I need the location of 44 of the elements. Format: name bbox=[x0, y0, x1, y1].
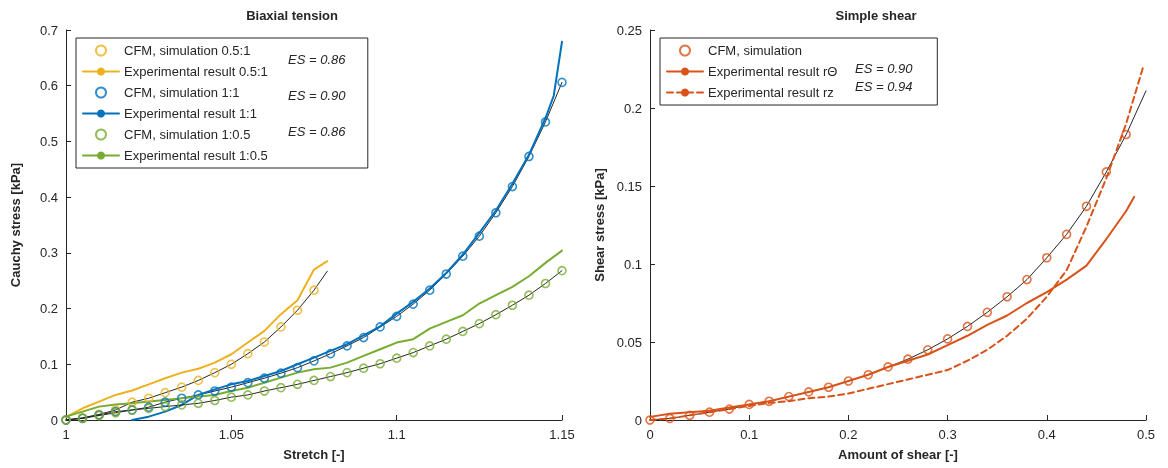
annotation: ES = 0.86 bbox=[288, 124, 347, 139]
y-tick-label: 0.25 bbox=[616, 22, 642, 38]
legend-label: Experimental result rΘ bbox=[708, 64, 838, 79]
legend-label: Experimental result 1:0.5 bbox=[124, 148, 268, 163]
annotation: ES = 0.90 bbox=[855, 61, 914, 76]
legend-label: CFM, simulation 1:0.5 bbox=[124, 127, 251, 142]
x-axis-title: Amount of shear [-] bbox=[838, 447, 958, 462]
y-tick-label: 0.2 bbox=[39, 301, 58, 317]
annotation: ES = 0.86 bbox=[288, 52, 347, 67]
x-tick-label: 0.2 bbox=[839, 427, 858, 442]
y-tick-label: 0.4 bbox=[39, 189, 58, 205]
x-tick-label: 0.3 bbox=[938, 427, 957, 442]
annotation: ES = 0.90 bbox=[288, 88, 347, 103]
y-tick-label: 0.1 bbox=[623, 256, 642, 272]
y-tick-label: 0.05 bbox=[616, 334, 642, 350]
legend-label: Experimental result 1:1 bbox=[124, 106, 257, 121]
x-tick-label: 0.4 bbox=[1037, 427, 1056, 442]
annotation: ES = 0.94 bbox=[855, 79, 913, 94]
y-axis-title: Shear stress [kPa] bbox=[591, 168, 607, 282]
legend-label: CFM, simulation bbox=[708, 43, 802, 58]
legend-label: CFM, simulation 0.5:1 bbox=[124, 43, 251, 58]
x-tick-label: 0 bbox=[646, 427, 654, 442]
y-tick-label: 0.3 bbox=[39, 245, 58, 261]
legend-label: Experimental result rz bbox=[708, 85, 834, 100]
x-tick-label: 1 bbox=[62, 427, 70, 442]
y-tick-label: 0.2 bbox=[623, 100, 642, 116]
y-tick-label: 0 bbox=[634, 412, 642, 428]
x-tick-label: 0.1 bbox=[740, 427, 759, 442]
y-tick-label: 0.6 bbox=[39, 78, 58, 94]
x-axis-title: Stretch [-] bbox=[283, 447, 345, 462]
x-tick-label: 1.05 bbox=[218, 427, 244, 442]
x-tick-label: 1.1 bbox=[387, 427, 406, 442]
legend-label: Experimental result 0.5:1 bbox=[124, 64, 268, 79]
y-tick-label: 0.1 bbox=[39, 356, 58, 372]
y-tick-label: 0 bbox=[50, 412, 58, 428]
y-tick-label: 0.7 bbox=[39, 22, 58, 38]
x-tick-label: 1.15 bbox=[549, 427, 575, 442]
y-axis-title: Cauchy stress [kPa] bbox=[8, 162, 23, 288]
y-tick-label: 0.15 bbox=[616, 178, 642, 194]
chart-title: Simple shear bbox=[835, 8, 917, 23]
chart-title: Biaxial tension bbox=[246, 8, 338, 23]
y-tick-label: 0.5 bbox=[39, 133, 58, 149]
legend-label: CFM, simulation 1:1 bbox=[124, 85, 240, 100]
x-tick-label: 0.5 bbox=[1136, 427, 1156, 442]
